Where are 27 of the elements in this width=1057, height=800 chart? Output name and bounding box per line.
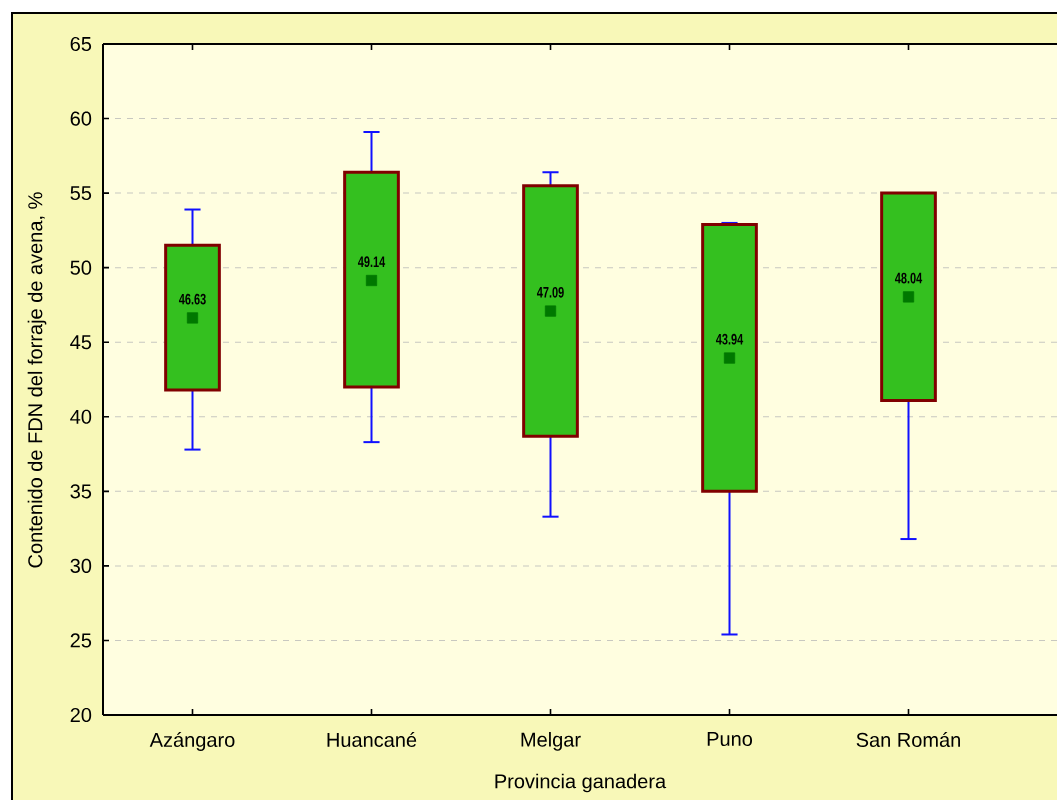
point [544,305,557,317]
y-tick-label: 25 [70,633,92,648]
y-tick-label: 55 [70,186,92,201]
x-tick-label: San Román [856,732,960,747]
y-tick-label: 40 [70,409,92,424]
point [186,312,199,324]
x-tick-label: Puno [707,732,753,747]
data-label: 49.14 [357,256,386,268]
y-axis-title: Contenido de FDN del forraje de avena, % [27,192,47,568]
point [723,352,736,364]
y-tick-label: 35 [70,484,92,499]
y-tick-label: 30 [70,558,92,573]
y-tick-label: 65 [70,36,92,52]
x-tick-label: Azángaro [149,732,235,751]
y-tick-label: 50 [70,260,92,275]
x-axis-title: Provincia ganadera [495,773,667,793]
data-label: 43.94 [715,333,744,345]
data-label: 47.09 [536,286,564,298]
data-label: 46.63 [178,293,206,305]
y-tick-label: 45 [70,335,92,350]
x-tick-label: Huancané [327,732,417,747]
x-tick-label: Melgar [521,732,581,751]
point [902,291,915,303]
y-tick-label: 20 [70,707,92,723]
point [365,274,378,287]
data-label: 48.04 [894,272,923,284]
y-tick-label: 60 [70,111,92,126]
